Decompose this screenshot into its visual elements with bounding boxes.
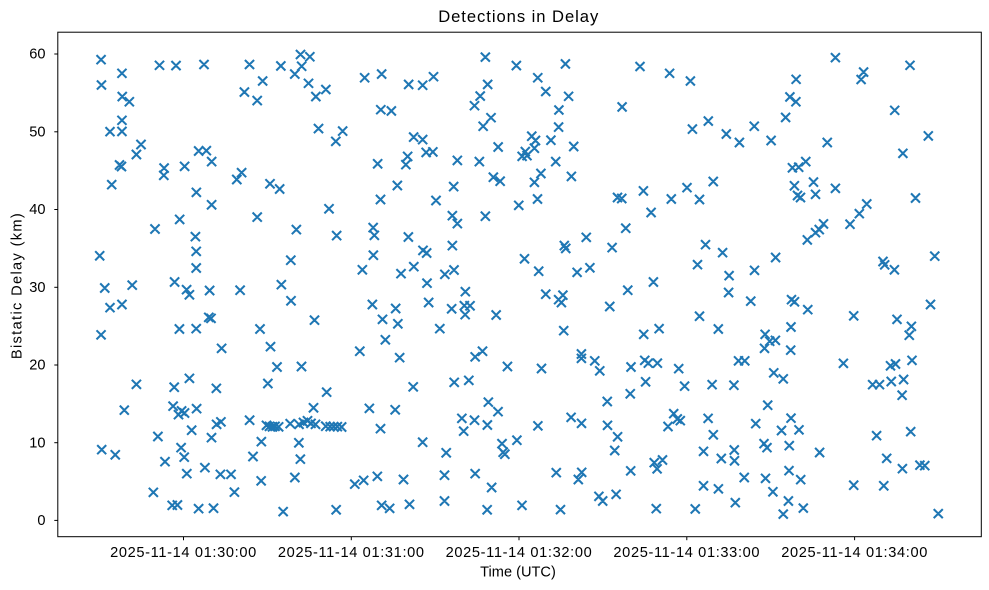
svg-text:2025-11-14 01:33:00: 2025-11-14 01:33:00 (613, 545, 760, 561)
svg-text:Time (UTC): Time (UTC) (480, 564, 556, 580)
svg-text:50: 50 (29, 125, 45, 141)
svg-text:2025-11-14 01:34:00: 2025-11-14 01:34:00 (781, 545, 928, 561)
svg-text:0: 0 (37, 513, 45, 529)
svg-text:2025-11-14 01:32:00: 2025-11-14 01:32:00 (446, 545, 593, 561)
svg-text:30: 30 (29, 280, 45, 296)
svg-text:20: 20 (29, 358, 45, 374)
svg-text:Detections in Delay: Detections in Delay (438, 7, 599, 26)
svg-text:2025-11-14 01:31:00: 2025-11-14 01:31:00 (278, 545, 425, 561)
svg-text:2025-11-14 01:30:00: 2025-11-14 01:30:00 (110, 545, 257, 561)
svg-text:Bistatic Delay (km): Bistatic Delay (km) (10, 212, 26, 359)
svg-text:60: 60 (29, 47, 45, 63)
svg-text:40: 40 (29, 202, 45, 218)
svg-text:10: 10 (29, 435, 45, 451)
